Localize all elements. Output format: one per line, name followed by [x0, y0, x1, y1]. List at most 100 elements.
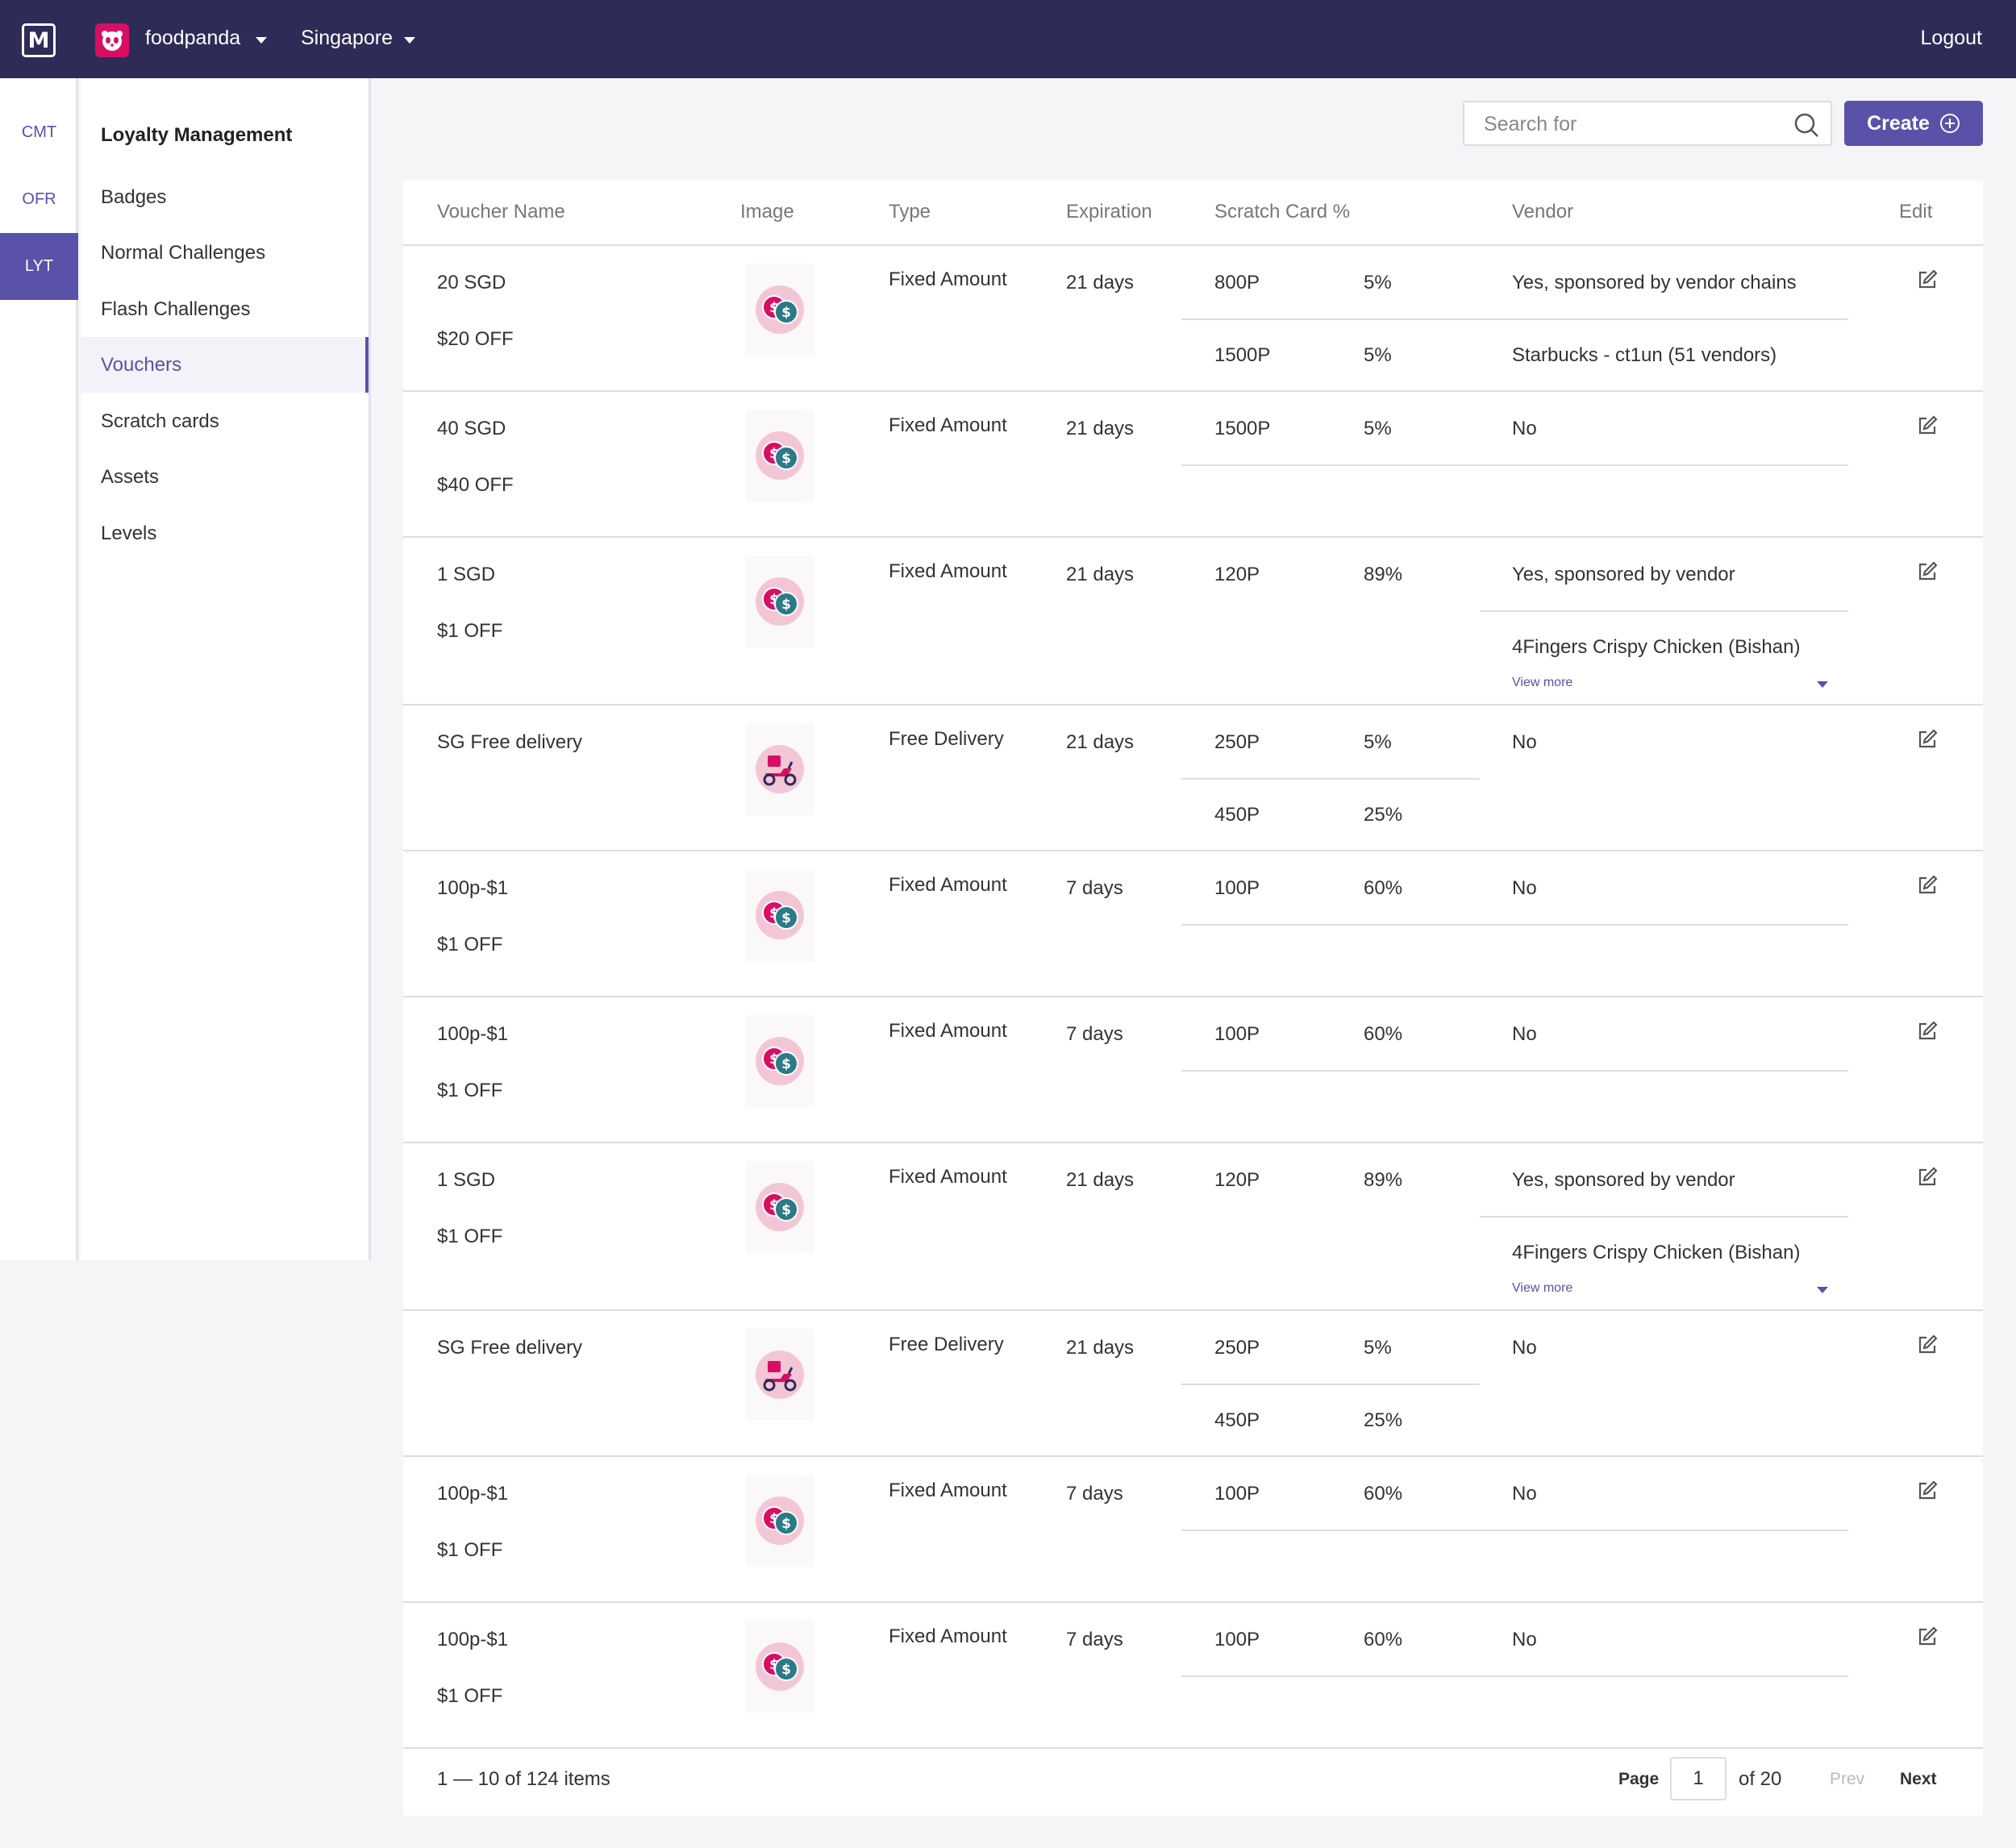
sidebar-item-normal-challenges[interactable]: Normal Challenges	[101, 241, 266, 264]
chevron-down-icon[interactable]	[1817, 1287, 1828, 1293]
edit-icon[interactable]	[1916, 560, 1939, 583]
voucher-discount: $1 OFF	[437, 1080, 503, 1101]
voucher-discount: $40 OFF	[437, 474, 514, 496]
voucher-expiration: 7 days	[1066, 877, 1123, 899]
scratch-points: 1500P	[1214, 344, 1271, 366]
app-logo[interactable]: M	[22, 23, 56, 57]
column-header-image: Image	[740, 201, 794, 223]
sidebar: Loyalty Management Badges Normal Challen…	[81, 78, 371, 1260]
vouchers-table: Voucher Name Image Type Expiration Scrat…	[403, 181, 1983, 1816]
create-button-label: Create	[1867, 111, 1930, 135]
row-subdivider	[1181, 464, 1848, 466]
scratch-points: 120P	[1214, 564, 1260, 585]
voucher-expiration: 21 days	[1066, 1337, 1135, 1359]
voucher-discount: $1 OFF	[437, 1226, 503, 1247]
row-divider	[403, 1455, 1983, 1457]
foodpanda-logo-icon	[95, 23, 129, 57]
voucher-name: 20 SGD	[437, 272, 506, 293]
chevron-down-icon[interactable]	[256, 37, 267, 44]
vendor-text: No	[1512, 731, 1537, 753]
brand-selector[interactable]: foodpanda	[145, 27, 241, 49]
coins-icon: $ $	[746, 1161, 814, 1253]
voucher-discount: $1 OFF	[437, 934, 503, 955]
voucher-name: 100p-$1	[437, 1483, 509, 1505]
voucher-discount: $1 OFF	[437, 1685, 503, 1707]
scratch-points: 250P	[1214, 731, 1260, 753]
row-divider	[403, 536, 1983, 538]
row-divider	[403, 996, 1983, 997]
sidebar-item-flash-challenges[interactable]: Flash Challenges	[101, 298, 251, 320]
voucher-discount: $1 OFF	[437, 620, 503, 642]
logout-link[interactable]: Logout	[1920, 27, 1982, 49]
vendor-text: Yes, sponsored by vendor	[1512, 1169, 1735, 1191]
vendor-divider	[1480, 1216, 1848, 1217]
scratch-percent: 5%	[1364, 1337, 1392, 1359]
scratch-percent: 5%	[1364, 418, 1392, 439]
scratch-percent: 25%	[1364, 804, 1403, 826]
scratch-percent: 25%	[1364, 1409, 1403, 1431]
edit-icon[interactable]	[1916, 268, 1939, 291]
row-divider	[403, 1747, 1983, 1749]
search-icon[interactable]	[1793, 112, 1819, 138]
vendor-text: No	[1512, 1337, 1537, 1359]
rail-item-ofr[interactable]: OFR	[22, 190, 56, 208]
next-page-button[interactable]: Next	[1900, 1770, 1937, 1788]
vendor-divider	[1480, 610, 1848, 612]
sidebar-item-assets[interactable]: Assets	[101, 465, 160, 488]
edit-icon[interactable]	[1916, 728, 1939, 751]
edit-icon[interactable]	[1916, 1020, 1939, 1043]
voucher-type: Free Delivery	[889, 728, 1004, 750]
svg-text:$: $	[781, 1662, 791, 1678]
voucher-expiration: 21 days	[1066, 1169, 1135, 1191]
vendor-text: No	[1512, 1483, 1537, 1505]
chevron-down-icon[interactable]	[404, 37, 415, 44]
edit-icon[interactable]	[1916, 414, 1939, 437]
column-header-voucher-name: Voucher Name	[437, 201, 565, 223]
vendor-text: 4Fingers Crispy Chicken (Bishan)	[1512, 1242, 1801, 1263]
row-subdivider	[1181, 924, 1848, 926]
sidebar-item-vouchers[interactable]: Vouchers	[81, 337, 369, 393]
prev-page-button[interactable]: Prev	[1830, 1770, 1865, 1788]
sidebar-item-scratch-cards[interactable]: Scratch cards	[101, 410, 219, 432]
edit-icon[interactable]	[1916, 1625, 1939, 1648]
scratch-percent: 60%	[1364, 1629, 1403, 1650]
vendor-text: Starbucks - ct1un (51 vendors)	[1512, 344, 1777, 366]
search-input[interactable]	[1484, 110, 1782, 138]
rail-item-cmt[interactable]: CMT	[21, 123, 57, 141]
sidebar-item-badges[interactable]: Badges	[101, 185, 167, 208]
voucher-type: Fixed Amount	[889, 1020, 1007, 1042]
chevron-down-icon[interactable]	[1817, 681, 1828, 688]
coins-icon: $ $	[746, 1015, 814, 1107]
scratch-points: 450P	[1214, 804, 1260, 826]
row-divider	[403, 850, 1983, 851]
row-divider	[403, 1601, 1983, 1603]
scratch-points: 1500P	[1214, 418, 1271, 439]
row-subdivider	[1181, 1530, 1848, 1531]
view-more-link[interactable]: View more	[1512, 1281, 1573, 1295]
sidebar-item-levels[interactable]: Levels	[101, 522, 157, 544]
svg-text:$: $	[769, 446, 779, 462]
scratch-points: 100P	[1214, 877, 1260, 899]
item-range: 1 — 10 of 124 items	[437, 1768, 610, 1790]
edit-icon[interactable]	[1916, 874, 1939, 897]
voucher-discount: $1 OFF	[437, 1539, 503, 1561]
scratch-points: 100P	[1214, 1629, 1260, 1650]
page-number-input[interactable]	[1670, 1757, 1727, 1800]
scratch-divider	[1181, 778, 1480, 780]
svg-text:$: $	[769, 592, 779, 608]
voucher-name: 100p-$1	[437, 1629, 509, 1650]
row-subdivider	[1181, 318, 1848, 320]
scooter-icon	[746, 1329, 814, 1421]
edit-icon[interactable]	[1916, 1480, 1939, 1502]
coins-icon: $ $	[746, 264, 814, 356]
table-row: 100p-$1 $1 OFF $ $ Fixed Amount 7 days 100P 60%…	[403, 851, 1983, 997]
edit-icon[interactable]	[1916, 1334, 1939, 1356]
rail-item-lyt[interactable]: LYT	[0, 233, 78, 300]
edit-icon[interactable]	[1916, 1166, 1939, 1188]
view-more-link[interactable]: View more	[1512, 676, 1573, 689]
create-button[interactable]: Create	[1844, 101, 1983, 146]
voucher-name: 40 SGD	[437, 418, 506, 439]
sidebar-title: Loyalty Management	[101, 124, 293, 146]
vendor-text: Yes, sponsored by vendor chains	[1512, 272, 1797, 293]
country-selector[interactable]: Singapore	[301, 27, 393, 49]
